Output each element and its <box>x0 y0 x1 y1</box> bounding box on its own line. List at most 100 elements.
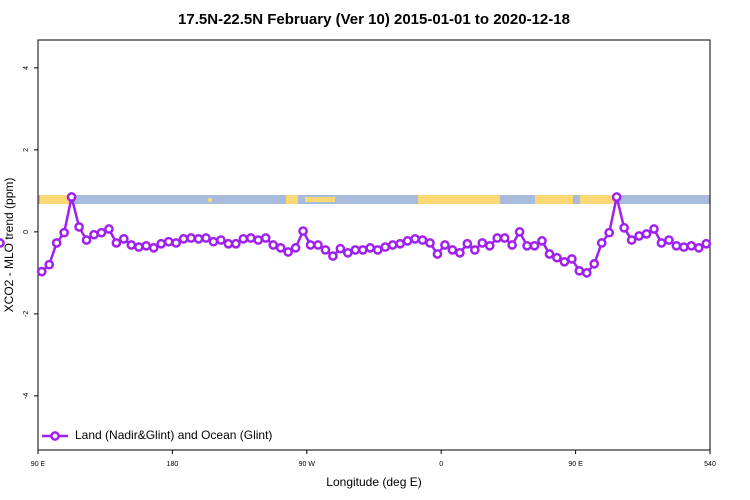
data-point <box>343 247 353 258</box>
data-point <box>328 251 338 261</box>
data-point <box>417 235 428 245</box>
data-point <box>119 234 129 244</box>
data-point <box>649 224 659 234</box>
data-point <box>432 249 443 259</box>
data-point <box>216 235 226 245</box>
x-tick-label: 90 E <box>568 461 583 468</box>
data-point <box>201 233 211 243</box>
data-point <box>260 233 271 243</box>
data-point <box>372 245 383 255</box>
legend-marker <box>50 431 60 441</box>
data-point <box>305 240 316 250</box>
y-tick-label: -4 <box>23 393 30 399</box>
data-point <box>253 235 264 245</box>
data-point <box>574 265 585 276</box>
legend-label: Land (Nadir&Glint) and Ocean (Glint) <box>75 428 272 442</box>
data-point <box>74 222 84 232</box>
data-point <box>133 242 144 252</box>
data-point <box>634 231 644 241</box>
x-tick-label: 540 <box>704 461 716 468</box>
data-point <box>380 242 391 252</box>
data-point <box>544 249 555 259</box>
data-point <box>320 245 331 255</box>
data-point <box>141 240 152 251</box>
x-tick-label: 90 E <box>31 461 46 468</box>
data-point <box>245 233 256 243</box>
data-point <box>357 245 368 255</box>
data-point <box>59 227 69 238</box>
map-strip <box>38 195 710 204</box>
data-point <box>156 238 167 249</box>
data-point <box>126 240 137 250</box>
data-point <box>283 247 293 257</box>
x-tick-label: 90 W <box>299 461 316 468</box>
data-point <box>298 226 308 236</box>
data-point <box>507 240 517 250</box>
data-point <box>104 224 114 234</box>
data-point <box>186 233 196 243</box>
data-point <box>604 227 615 238</box>
data-point <box>425 238 435 248</box>
data-point <box>679 242 689 252</box>
data-point <box>611 192 622 202</box>
data-point <box>66 192 77 202</box>
data-point <box>693 243 704 253</box>
data-point <box>641 229 652 239</box>
data-point <box>596 238 607 248</box>
data-point <box>484 240 495 251</box>
data-point <box>402 236 413 246</box>
data-point <box>410 234 420 244</box>
data-point <box>208 236 219 247</box>
data-point <box>365 243 376 253</box>
data-point <box>223 238 234 249</box>
data-point <box>492 233 503 243</box>
x-tick-label: 0 <box>439 461 443 468</box>
data-point <box>537 236 547 246</box>
data-point <box>395 238 405 249</box>
x-tick-label: 180 <box>167 461 179 468</box>
data-point <box>514 227 525 237</box>
data-point <box>686 240 697 251</box>
data-point <box>455 247 465 258</box>
data-point <box>559 256 570 267</box>
data-point <box>178 234 189 244</box>
data-point <box>567 254 577 264</box>
data-point <box>387 240 398 250</box>
data-point <box>462 238 473 249</box>
data-point <box>313 240 323 250</box>
data-point <box>51 238 62 248</box>
data-point <box>477 238 488 248</box>
data-point <box>350 245 361 255</box>
data-point <box>36 266 47 277</box>
y-axis-label: XCO2 - MLO trend (ppm) <box>2 178 16 313</box>
data-point <box>238 234 249 244</box>
data-point <box>231 238 241 249</box>
data-point <box>469 245 480 255</box>
data-point <box>96 227 107 238</box>
data-point <box>0 238 5 248</box>
data-point <box>447 245 458 255</box>
data-point <box>440 240 450 250</box>
y-tick-label: -2 <box>23 311 30 317</box>
data-point <box>111 238 122 248</box>
data-point <box>193 234 204 244</box>
data-point <box>81 235 92 245</box>
data-point <box>148 243 159 253</box>
data-point <box>499 233 510 243</box>
data-point <box>335 243 346 254</box>
chart-title: 17.5N-22.5N February (Ver 10) 2015-01-01… <box>178 11 570 28</box>
data-point <box>529 240 540 251</box>
y-tick-label: 4 <box>23 66 30 70</box>
data-point <box>268 240 279 250</box>
data-point <box>626 235 637 245</box>
data-point <box>171 238 181 248</box>
data-point <box>275 243 286 253</box>
data-point <box>671 240 682 251</box>
data-point <box>664 235 674 245</box>
data-point <box>89 229 99 240</box>
data-point <box>656 238 667 248</box>
data-point <box>290 243 301 253</box>
data-point <box>701 238 712 249</box>
data-point <box>552 252 562 263</box>
